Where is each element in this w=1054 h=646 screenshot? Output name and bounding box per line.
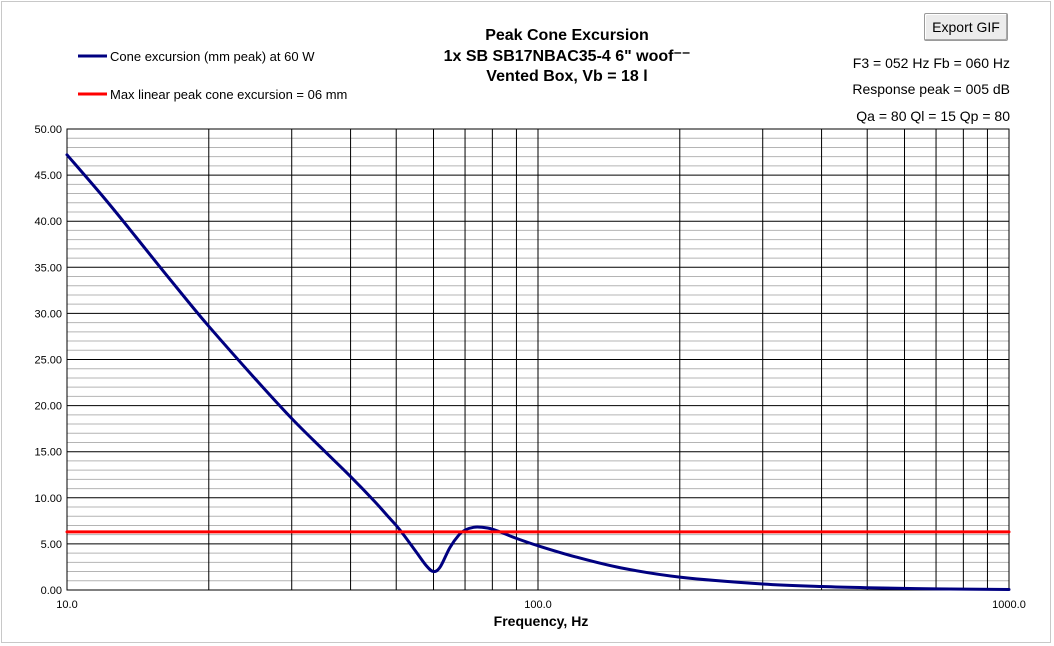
- y-tick-label: 25.00: [34, 355, 62, 367]
- y-tick-label: 30.00: [34, 308, 62, 320]
- major-gridlines: [67, 129, 1009, 590]
- plot-area-border: [66, 128, 1010, 591]
- y-tick-label: 10.00: [34, 493, 62, 505]
- y-tick-label: 20.00: [34, 401, 62, 413]
- x-tick-label: 100.0: [524, 599, 552, 611]
- y-tick-label: 50.00: [34, 124, 62, 136]
- info-response-peak: Response peak = 005 dB: [852, 81, 1010, 97]
- y-tick-label: 35.00: [34, 262, 62, 274]
- series-layer: [65, 153, 1011, 591]
- x-tick-label: 1000.0: [992, 599, 1026, 611]
- x-tick-label: 10.0: [56, 599, 77, 611]
- series-cone-excursion-line: [65, 153, 1011, 591]
- y-tick-label: 15.00: [34, 447, 62, 459]
- x-axis-label: Frequency, Hz: [494, 613, 589, 629]
- legend-label-limit: Max linear peak cone excursion = 06 mm: [110, 87, 347, 102]
- y-tick-label: 45.00: [34, 170, 62, 182]
- y-tick-label: 5.00: [41, 539, 62, 551]
- chart-subtitle-line-1: 1x SB SB17NBAC35-4 6" woof⁻⁻: [444, 48, 691, 65]
- tick-labels: 0.00 5.00 10.00 15.00 20.00 25.00 30.00 35.00 40…: [34, 124, 1025, 611]
- export-gif-button[interactable]: Export GIF: [924, 13, 1008, 41]
- chart-title: Peak Cone Excursion: [485, 27, 649, 44]
- info-f3-fb: F3 = 052 Hz Fb = 060 Hz: [853, 55, 1010, 71]
- chart-subtitle-line-2: Vented Box, Vb = 18 l: [486, 68, 647, 85]
- legend-label-excursion: Cone excursion (mm peak) at 60 W: [110, 49, 315, 64]
- y-tick-label: 40.00: [34, 216, 62, 228]
- info-q-values: Qa = 80 Ql = 15 Qp = 80: [856, 108, 1010, 124]
- y-tick-label: 0.00: [41, 585, 62, 597]
